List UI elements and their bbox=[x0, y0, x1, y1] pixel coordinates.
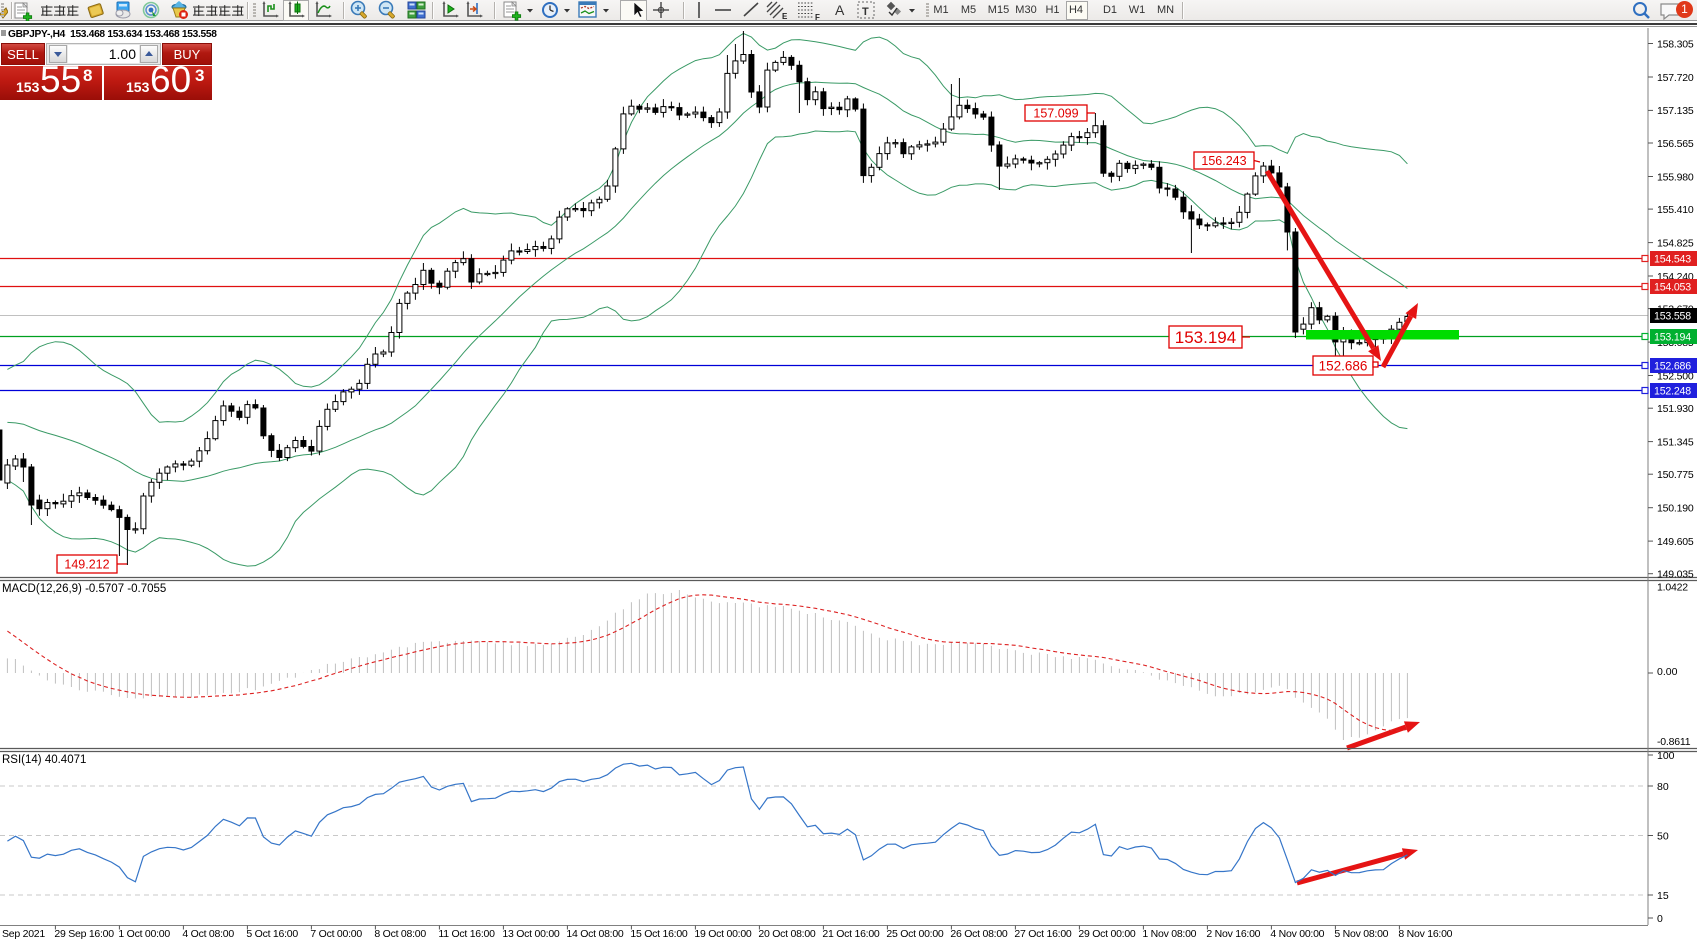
svg-text:50: 50 bbox=[1657, 831, 1669, 843]
svg-text:15: 15 bbox=[1657, 890, 1669, 902]
svg-text:4 Oct 08:00: 4 Oct 08:00 bbox=[182, 928, 234, 940]
svg-text:RSI(14) 40.4071: RSI(14) 40.4071 bbox=[2, 754, 86, 766]
svg-text:T: T bbox=[862, 6, 869, 18]
svg-text:1.0422: 1.0422 bbox=[1657, 582, 1688, 594]
svg-text:100: 100 bbox=[1657, 750, 1675, 762]
svg-text:11 Oct 16:00: 11 Oct 16:00 bbox=[438, 928, 495, 940]
svg-text:150.190: 150.190 bbox=[1657, 503, 1694, 515]
svg-text:149.605: 149.605 bbox=[1657, 536, 1694, 548]
svg-text:155.410: 155.410 bbox=[1657, 204, 1694, 216]
svg-text:29 Sep 16:00: 29 Sep 16:00 bbox=[54, 928, 114, 940]
svg-text:MACD(12,26,9) -0.5707 -0.7055: MACD(12,26,9) -0.5707 -0.7055 bbox=[2, 583, 166, 595]
svg-text:157.720: 157.720 bbox=[1657, 72, 1694, 84]
svg-text:157.135: 157.135 bbox=[1657, 105, 1694, 117]
svg-text:152.686: 152.686 bbox=[1319, 358, 1368, 373]
svg-text:F: F bbox=[815, 13, 820, 21]
svg-text:27 Oct 16:00: 27 Oct 16:00 bbox=[1014, 928, 1072, 940]
svg-text:153.194: 153.194 bbox=[1654, 331, 1691, 343]
svg-text:150.775: 150.775 bbox=[1657, 469, 1694, 481]
svg-text:0.00: 0.00 bbox=[1657, 666, 1678, 678]
svg-text:149.035: 149.035 bbox=[1657, 569, 1694, 581]
svg-text:151.345: 151.345 bbox=[1657, 436, 1694, 448]
svg-text:1 Nov 08:00: 1 Nov 08:00 bbox=[1142, 928, 1196, 940]
svg-text:1 Oct 00:00: 1 Oct 00:00 bbox=[118, 928, 170, 940]
svg-text:13 Oct 00:00: 13 Oct 00:00 bbox=[502, 928, 560, 940]
svg-text:15 Oct 16:00: 15 Oct 16:00 bbox=[630, 928, 688, 940]
svg-text:5 Nov 08:00: 5 Nov 08:00 bbox=[1334, 928, 1388, 940]
svg-text:153.558: 153.558 bbox=[1654, 310, 1691, 322]
svg-text:156.243: 156.243 bbox=[1201, 154, 1246, 168]
svg-text:151.930: 151.930 bbox=[1657, 403, 1694, 415]
svg-text:80: 80 bbox=[1657, 781, 1669, 793]
svg-text:GBPJPY-,H4 153.468 153.634 15: GBPJPY-,H4 153.468 153.634 153.468 153.5… bbox=[8, 29, 217, 40]
svg-text:155.980: 155.980 bbox=[1657, 171, 1694, 183]
svg-text:156.565: 156.565 bbox=[1657, 138, 1694, 150]
svg-text:E: E bbox=[782, 12, 788, 21]
svg-text:154.053: 154.053 bbox=[1654, 281, 1691, 293]
svg-text:153.194: 153.194 bbox=[1175, 328, 1236, 347]
svg-text:19 Oct 00:00: 19 Oct 00:00 bbox=[694, 928, 752, 940]
svg-text:8 Oct 08:00: 8 Oct 08:00 bbox=[374, 928, 426, 940]
svg-text:25 Oct 00:00: 25 Oct 00:00 bbox=[886, 928, 944, 940]
svg-text:21 Oct 16:00: 21 Oct 16:00 bbox=[822, 928, 880, 940]
svg-text:152.686: 152.686 bbox=[1654, 360, 1691, 372]
svg-text:8 Nov 16:00: 8 Nov 16:00 bbox=[1398, 928, 1452, 940]
svg-text:0: 0 bbox=[1657, 913, 1663, 925]
svg-text:26 Oct 08:00: 26 Oct 08:00 bbox=[950, 928, 1008, 940]
svg-text:29 Oct 00:00: 29 Oct 00:00 bbox=[1078, 928, 1136, 940]
svg-text:158.305: 158.305 bbox=[1657, 38, 1694, 50]
svg-text:7 Oct 00:00: 7 Oct 00:00 bbox=[310, 928, 362, 940]
svg-text:14 Oct 08:00: 14 Oct 08:00 bbox=[566, 928, 624, 940]
svg-text:157.099: 157.099 bbox=[1033, 107, 1078, 121]
svg-text:152.248: 152.248 bbox=[1654, 385, 1691, 397]
svg-text:2 Nov 16:00: 2 Nov 16:00 bbox=[1206, 928, 1260, 940]
svg-text:5 Oct 16:00: 5 Oct 16:00 bbox=[246, 928, 298, 940]
svg-text:152.500: 152.500 bbox=[1657, 370, 1694, 382]
svg-text:Sep 2021: Sep 2021 bbox=[2, 928, 45, 940]
svg-text:149.212: 149.212 bbox=[64, 558, 109, 572]
svg-text:20 Oct 08:00: 20 Oct 08:00 bbox=[758, 928, 816, 940]
svg-text:-0.8611: -0.8611 bbox=[1657, 736, 1691, 748]
svg-text:154.825: 154.825 bbox=[1657, 237, 1694, 249]
svg-text:154.543: 154.543 bbox=[1654, 253, 1691, 265]
svg-text:4 Nov 00:00: 4 Nov 00:00 bbox=[1270, 928, 1324, 940]
